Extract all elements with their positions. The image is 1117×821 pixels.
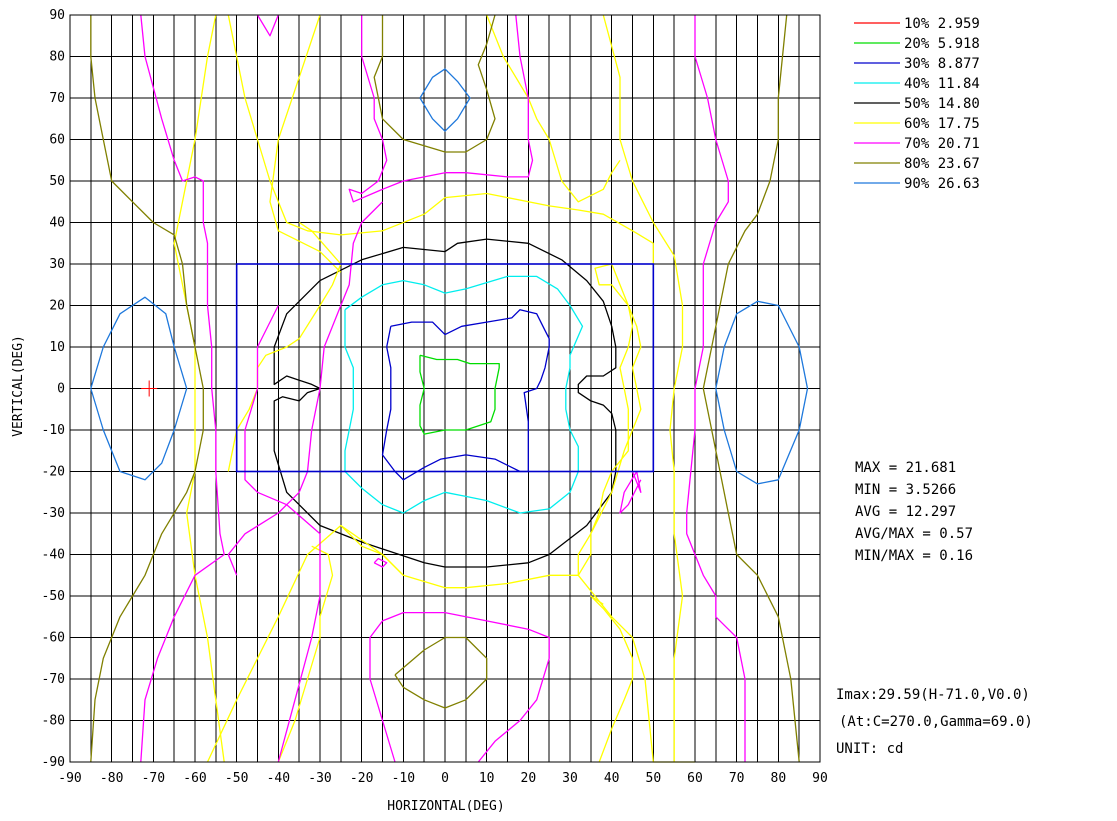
y-tick-label: -70 (42, 672, 65, 687)
legend-entry: 50% 14.80 (904, 96, 980, 112)
x-tick-label: -30 (308, 771, 331, 786)
y-tick-label: -30 (42, 506, 65, 521)
x-tick-label: -10 (392, 771, 415, 786)
stat-min-max: MIN/MAX = 0.16 (855, 548, 973, 564)
x-tick-label: 40 (604, 771, 620, 786)
x-tick-label: 50 (646, 771, 662, 786)
stat-max: MAX = 21.681 (855, 460, 956, 476)
contour-70pct (373, 557, 388, 568)
contour-80pct (394, 636, 488, 709)
contour-60pct (277, 545, 334, 763)
contour-lines (90, 14, 809, 763)
x-tick-label: 80 (771, 771, 787, 786)
contour-60pct (173, 14, 225, 763)
contour-70pct (369, 611, 550, 763)
unit-label: UNIT: cd (836, 741, 903, 757)
contour-90pct (715, 300, 809, 485)
contour-70pct (686, 15, 746, 762)
legend-entry: 60% 17.75 (904, 116, 980, 132)
x-axis-title: HORIZONTAL(DEG) (387, 799, 504, 814)
contour-60pct (340, 525, 404, 576)
contour-90pct (419, 68, 471, 132)
x-tick-label: 0 (441, 771, 449, 786)
y-tick-label: -80 (42, 714, 65, 729)
peak-marker (141, 380, 158, 397)
y-tick-label: 20 (49, 299, 65, 314)
contour-60pct (227, 14, 654, 264)
x-tick-label: 90 (812, 771, 828, 786)
x-tick-label: 60 (687, 771, 703, 786)
y-tick-label: -50 (42, 589, 65, 604)
legend: 10% 2.959 20% 5.918 30% 8.877 40% 11.84 50% … (854, 16, 980, 192)
stat-avg-max: AVG/MAX = 0.57 (855, 526, 973, 542)
legend-entry: 40% 11.84 (904, 76, 980, 92)
legend-entry: 20% 5.918 (904, 36, 980, 52)
x-tick-label: 30 (562, 771, 578, 786)
y-tick-label: 70 (49, 91, 65, 106)
contour-80pct (90, 15, 204, 763)
contour-70pct (348, 14, 534, 203)
legend-entry: 30% 8.877 (904, 56, 980, 72)
contour-80pct (373, 14, 496, 153)
y-tick-label: 80 (49, 50, 65, 65)
contour-20pct (419, 354, 500, 435)
x-tick-label: -80 (100, 771, 123, 786)
x-tick-label: -40 (267, 771, 290, 786)
y-tick-label: -90 (42, 755, 65, 770)
contour-60pct (486, 14, 621, 203)
y-tick-label: 90 (49, 8, 65, 23)
y-tick-label: 50 (49, 174, 65, 189)
x-tick-labels: -90 -80 -70 -60 -50 -40 -30 -20 -10 0 10 20 30 40 50 60… (58, 771, 828, 786)
x-tick-label: 70 (729, 771, 745, 786)
y-axis-title: VERTICAL(DEG) (11, 335, 26, 437)
grid (69, 14, 821, 763)
contour-60pct (602, 14, 684, 762)
contour-80pct (702, 14, 800, 763)
x-tick-label: -50 (225, 771, 248, 786)
contour-70pct (619, 470, 642, 514)
x-tick-label: -20 (350, 771, 373, 786)
legend-entry: 80% 23.67 (904, 156, 980, 172)
contour-70pct (256, 14, 279, 37)
x-tick-label: -60 (183, 771, 206, 786)
contour-60pct (590, 595, 634, 763)
y-tick-label: -40 (42, 548, 65, 563)
stat-avg: AVG = 12.297 (855, 504, 956, 520)
stats-block: MAX = 21.681 MIN = 3.5266 AVG = 12.297 A… (855, 460, 973, 564)
imax-block: Imax:29.59(H-71.0,V0.0) (At:C=270.0,Gamm… (836, 687, 1033, 757)
x-tick-label: 20 (521, 771, 537, 786)
imax-line: Imax:29.59(H-71.0,V0.0) (836, 687, 1030, 703)
stat-min: MIN = 3.5266 (855, 482, 956, 498)
imax-at-line: (At:C=270.0,Gamma=69.0) (839, 714, 1033, 730)
y-tick-label: 0 (57, 382, 65, 397)
contour-70pct (227, 201, 383, 576)
y-tick-label: 60 (49, 133, 65, 148)
legend-entry: 10% 2.959 (904, 16, 980, 32)
plot-frame (69, 14, 821, 763)
y-tick-label: -20 (42, 465, 65, 480)
x-tick-label: 10 (479, 771, 495, 786)
contour-60pct (206, 263, 695, 763)
target-rectangle (235, 263, 655, 473)
y-tick-label: 40 (49, 216, 65, 231)
contour-70pct (140, 14, 225, 763)
x-tick-label: -90 (58, 771, 81, 786)
contour-60pct (269, 14, 342, 273)
y-tick-label: -10 (42, 423, 65, 438)
y-tick-label: 10 (49, 340, 65, 355)
y-tick-labels: 90 80 70 60 50 40 30 20 10 0 -10 -20 -30 -40 -50 -60 -70… (42, 8, 65, 770)
contour-90pct (90, 296, 188, 481)
x-tick-label: -70 (142, 771, 165, 786)
legend-entry: 70% 20.71 (904, 136, 980, 152)
contour-50pct (273, 238, 617, 568)
contour-30pct (381, 309, 550, 481)
y-tick-label: -60 (42, 631, 65, 646)
legend-entry: 90% 26.63 (904, 176, 980, 192)
y-tick-label: 30 (49, 257, 65, 272)
contour-40pct (344, 275, 584, 514)
contour-70pct (244, 305, 321, 763)
